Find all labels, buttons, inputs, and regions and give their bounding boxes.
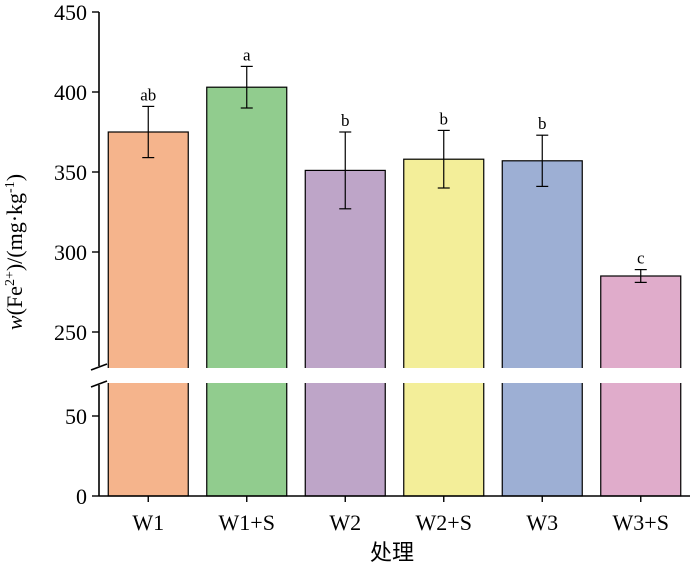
x-axis-title: 处理 — [370, 540, 414, 565]
bar-W1 — [107, 131, 189, 497]
x-tick-label-W3: W3 — [526, 510, 558, 535]
significance-label-W3+S: c — [637, 249, 645, 268]
y-tick-label-50: 50 — [65, 404, 87, 429]
axis-break-mark-upper — [90, 363, 108, 371]
x-tick-label-W2: W2 — [329, 510, 361, 535]
y-tick-label-350: 350 — [54, 160, 87, 185]
significance-label-W2: b — [341, 111, 350, 130]
y-ticks-layer: 250 300 350 400 450 0 50 — [54, 0, 99, 509]
axis-break-band — [100, 368, 696, 383]
y-axis-title: w(Fe2+)/(mg·kg-1) — [2, 174, 27, 330]
x-tick-label-W3+S: W3+S — [613, 510, 669, 535]
bar-W2+S — [403, 158, 485, 497]
bar-W2 — [304, 169, 386, 497]
bar-W1+S — [206, 86, 288, 497]
y-tick-label-400: 400 — [54, 80, 87, 105]
y-tick-label-0: 0 — [76, 484, 87, 509]
y-tick-label-250: 250 — [54, 320, 87, 345]
significance-label-W1+S: a — [243, 45, 251, 64]
y-tick-label-300: 300 — [54, 240, 87, 265]
axis-break-mark-lower — [90, 380, 108, 388]
y-tick-label-450: 450 — [54, 0, 87, 25]
y-title-end: ) — [2, 174, 27, 181]
y-title-italic: w — [2, 315, 27, 330]
y-title-sup1: 2+ — [3, 271, 18, 286]
significance-label-W3: b — [538, 114, 547, 133]
bar-W3+S — [600, 275, 682, 497]
x-tick-label-W1+S: W1+S — [219, 510, 275, 535]
bar-W3 — [501, 160, 583, 497]
significance-label-W1: ab — [140, 85, 156, 104]
error-bars-layer — [142, 65, 647, 283]
x-tick-label-W1: W1 — [132, 510, 164, 535]
y-title-sup2: -1 — [3, 181, 18, 193]
significance-label-W2+S: b — [440, 109, 449, 128]
bars-layer — [107, 86, 682, 497]
x-ticks-layer: W1 W1+S W2 W2+S W3 W3+S — [132, 496, 669, 535]
x-tick-label-W2+S: W2+S — [416, 510, 472, 535]
y-title-main: (Fe — [2, 286, 27, 315]
y-title-mid: )/(mg·kg — [2, 193, 27, 271]
